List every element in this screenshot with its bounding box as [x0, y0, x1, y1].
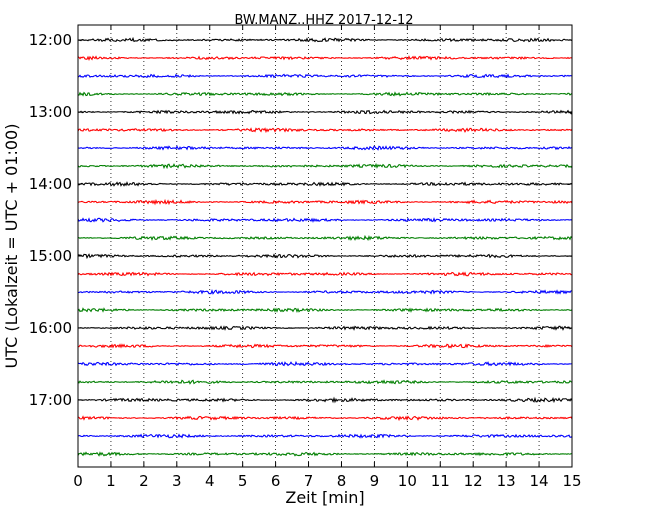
x-tick-label: 6	[271, 472, 281, 490]
seismogram-trace	[77, 55, 573, 61]
seismogram-trace	[77, 433, 573, 439]
x-tick-label: 3	[172, 472, 182, 490]
x-tick-label: 1	[106, 472, 116, 490]
seismogram-trace	[77, 127, 573, 134]
seismogram-trace	[77, 36, 573, 43]
seismogram-trace	[77, 162, 573, 170]
seismogram-trace	[77, 379, 573, 385]
x-axis-ticks: 0 1 2 3 4 5 6 7 8 9 10 11 12 13 14 15	[73, 25, 582, 490]
x-tick-label: 2	[139, 472, 149, 490]
y-tick-label: 17:00	[29, 391, 72, 409]
seismogram-trace	[77, 145, 573, 151]
x-tick-label: 5	[238, 472, 248, 490]
x-axis-label: Zeit [min]	[285, 488, 364, 507]
seismogram-trace	[77, 198, 573, 206]
x-tick-label: 9	[370, 472, 380, 490]
seismogram-trace	[77, 360, 573, 367]
x-tick-label: 10	[398, 472, 417, 490]
grid-lines	[110, 25, 540, 467]
x-tick-label: 4	[205, 472, 215, 490]
seismogram-trace	[77, 415, 573, 422]
y-tick-label: 13:00	[29, 103, 72, 121]
x-tick-label: 12	[464, 472, 483, 490]
seismogram-trace	[77, 325, 573, 331]
y-tick-label: 12:00	[29, 31, 72, 49]
seismogram-trace	[77, 91, 573, 97]
seismogram-trace	[77, 181, 573, 187]
seismogram-trace	[77, 289, 573, 295]
y-tick-label: 15:00	[29, 247, 72, 265]
x-tick-label: 15	[562, 472, 581, 490]
seismogram-trace	[77, 307, 573, 314]
y-tick-label: 16:00	[29, 319, 72, 337]
y-axis-label: UTC (Lokalzeit = UTC + 01:00)	[2, 124, 21, 369]
plot-frame	[77, 24, 573, 468]
seismogram-trace	[77, 73, 573, 79]
x-tick-label: 0	[73, 472, 83, 490]
seismogram-trace	[77, 253, 573, 260]
y-tick-label: 14:00	[29, 175, 72, 193]
x-tick-label: 13	[497, 472, 516, 490]
seismogram-trace	[77, 451, 573, 457]
seismogram-trace	[77, 217, 573, 223]
y-axis-ticks: 12:00 13:00 14:00 15:00 16:00 17:00	[29, 31, 572, 409]
seismogram-trace	[77, 109, 573, 115]
seismogram-trace	[77, 234, 573, 242]
seismogram-trace	[77, 396, 573, 404]
x-tick-label: 7	[304, 472, 314, 490]
x-tick-label: 14	[530, 472, 549, 490]
seismogram-trace	[77, 343, 573, 349]
x-tick-label: 11	[431, 472, 450, 490]
seismogram-trace	[77, 271, 573, 277]
seismogram-traces	[77, 36, 573, 457]
x-tick-label: 8	[337, 472, 347, 490]
chart-title: BW.MANZ..HHZ 2017-12-12	[234, 13, 413, 28]
